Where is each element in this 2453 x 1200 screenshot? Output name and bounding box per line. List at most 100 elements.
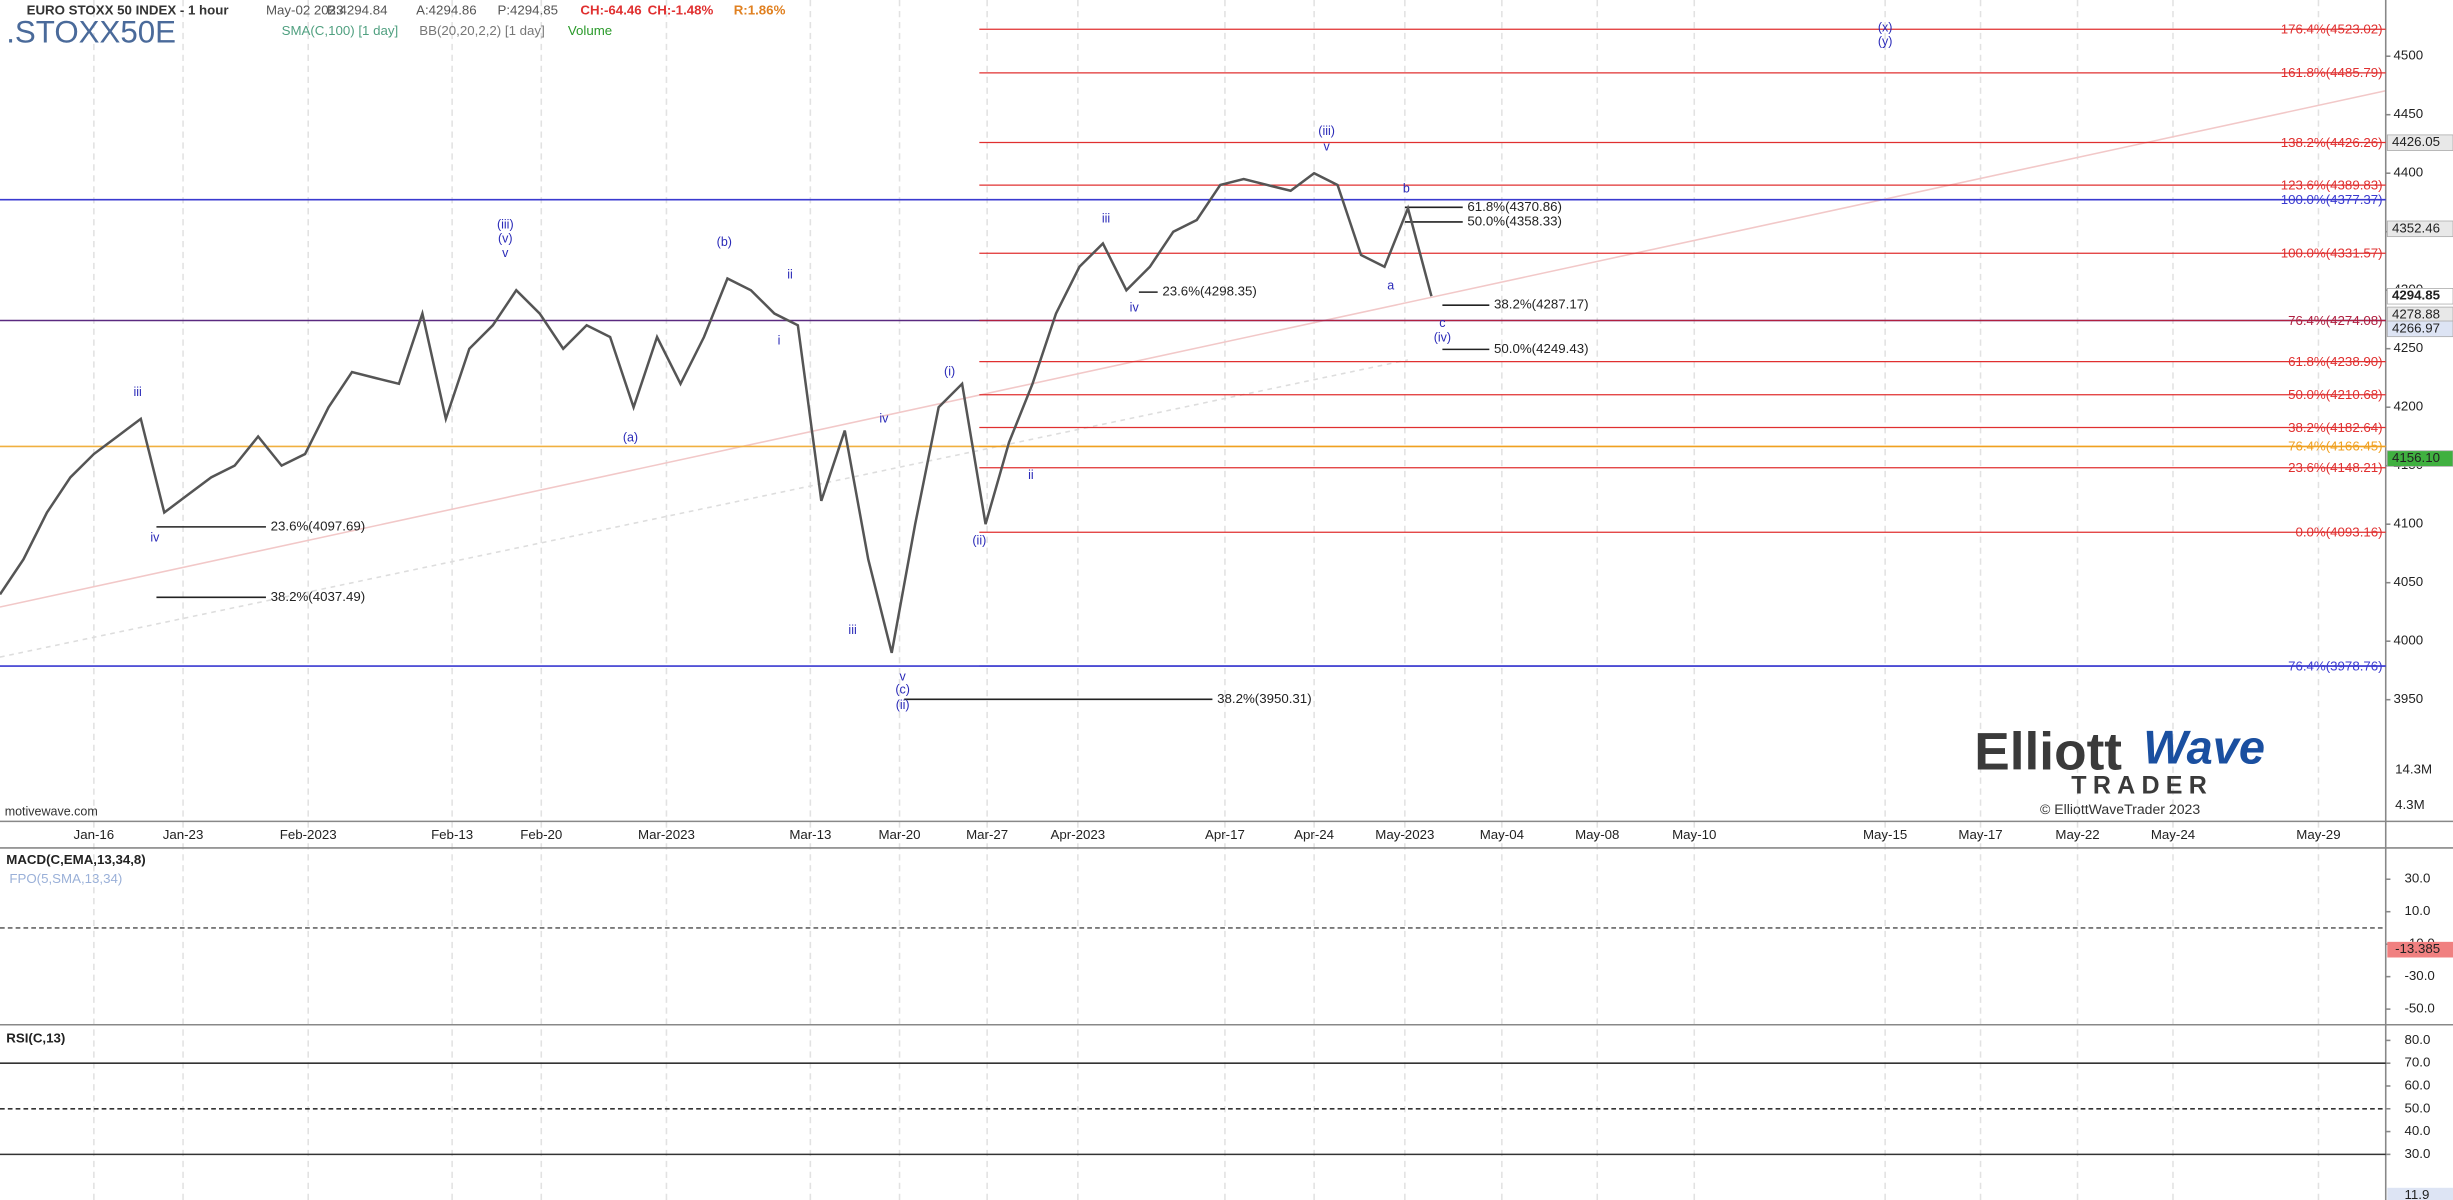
fib-label: 176.4%(4523.02) bbox=[2281, 22, 2383, 37]
retracement-label: 38.2%(4287.17) bbox=[1494, 297, 1589, 312]
retracement-label: 23.6%(4097.69) bbox=[271, 518, 366, 533]
y-tick-label: 40.0 bbox=[2405, 1123, 2431, 1138]
wave-label: iii bbox=[133, 385, 141, 399]
price-box-label: 4426.05 bbox=[2392, 134, 2440, 149]
y-tick-label: 4250 bbox=[2394, 340, 2424, 355]
quote: CH:-64.46 bbox=[580, 3, 641, 18]
wave-label: iv bbox=[1130, 301, 1140, 315]
wave-label: (i) bbox=[944, 365, 955, 379]
price-box-label: 4294.85 bbox=[2392, 288, 2441, 303]
y-tick-label: 10.0 bbox=[2405, 903, 2431, 918]
wave-label: (iv) bbox=[1434, 330, 1451, 344]
macd-title: MACD(C,EMA,13,34,8) bbox=[6, 852, 145, 867]
fib-label: 76.4%(3978.76) bbox=[2288, 658, 2383, 673]
fib-label: 138.2%(4426.26) bbox=[2281, 135, 2383, 150]
x-tick-label: Jan-23 bbox=[163, 827, 204, 842]
x-tick-label: Feb-2023 bbox=[280, 827, 337, 842]
x-tick-label: May-10 bbox=[1672, 827, 1716, 842]
logo: Wave bbox=[2143, 721, 2265, 773]
x-tick-label: May-2023 bbox=[1375, 827, 1434, 842]
wave-label: (iii) bbox=[497, 218, 514, 232]
retracement-label: 38.2%(3950.31) bbox=[1217, 691, 1312, 706]
y-tick-label: 4500 bbox=[2394, 48, 2424, 63]
quote: A:4294.86 bbox=[416, 3, 477, 18]
rsi-title: RSI(C,13) bbox=[6, 1030, 65, 1045]
x-tick-label: May-15 bbox=[1863, 827, 1907, 842]
y-tick-label: 30.0 bbox=[2405, 871, 2431, 886]
price-box-label: 4266.97 bbox=[2392, 320, 2440, 335]
y-tick-label: 4000 bbox=[2394, 633, 2424, 648]
quote: B:4294.84 bbox=[327, 3, 388, 18]
x-tick-label: Feb-20 bbox=[520, 827, 562, 842]
price-box-label: 4156.10 bbox=[2392, 450, 2440, 465]
price-box-label: 4352.46 bbox=[2392, 220, 2440, 235]
symbol: .STOXX50E bbox=[6, 15, 176, 50]
y-tick-label: 80.0 bbox=[2405, 1032, 2431, 1047]
y-tick-label: -50.0 bbox=[2405, 1001, 2435, 1016]
current-box bbox=[2387, 1187, 2453, 1200]
y-tick-label: 30.0 bbox=[2405, 1146, 2431, 1161]
x-tick-label: Apr-24 bbox=[1294, 827, 1334, 842]
x-tick-label: May-17 bbox=[1958, 827, 2002, 842]
x-tick-label: Apr-2023 bbox=[1051, 827, 1106, 842]
y-tick-label: 3950 bbox=[2394, 691, 2424, 706]
quote: R:1.86% bbox=[734, 3, 786, 18]
quote: May-02 2023 bbox=[266, 3, 344, 18]
wave-label: c bbox=[1439, 316, 1445, 330]
wave-label: a bbox=[1387, 279, 1394, 293]
wave-label: v bbox=[1323, 139, 1330, 153]
y-tick-label: 60.0 bbox=[2405, 1078, 2431, 1093]
x-tick-label: May-29 bbox=[2296, 827, 2340, 842]
fib-label: 38.2%(4182.64) bbox=[2288, 420, 2383, 435]
wave-label: ii bbox=[1028, 468, 1034, 482]
wave-label: i bbox=[778, 333, 781, 347]
retracement-label: 50.0%(4249.43) bbox=[1494, 341, 1589, 356]
y-tick-label: 4100 bbox=[2394, 516, 2424, 531]
x-tick-label: Mar-20 bbox=[878, 827, 920, 842]
fib-label: 61.8%(4238.90) bbox=[2288, 354, 2383, 369]
source: motivewave.com bbox=[5, 804, 98, 818]
fib-label: 50.0%(4210.68) bbox=[2288, 387, 2383, 402]
x-tick-label: May-04 bbox=[1480, 827, 1524, 842]
macd-subtitle: FPO(5,SMA,13,34) bbox=[9, 871, 122, 886]
trend-line bbox=[0, 90, 2386, 608]
y-tick-label: -30.0 bbox=[2405, 968, 2435, 983]
fib-label: 76.4%(4274.08) bbox=[2288, 313, 2383, 328]
y-tick-label: 70.0 bbox=[2405, 1055, 2431, 1070]
wave-label: ii bbox=[787, 268, 793, 282]
wave-label: b bbox=[1403, 182, 1410, 196]
price-line bbox=[0, 171, 1433, 654]
volume-label: 4.3M bbox=[2395, 797, 2425, 812]
fib-label: 100.0%(4331.57) bbox=[2281, 246, 2383, 261]
wave-label: (b) bbox=[717, 235, 732, 249]
wave-label: (a) bbox=[623, 430, 638, 444]
current-label: 11.9 bbox=[2405, 1187, 2430, 1200]
price-box bbox=[2386, 134, 2453, 151]
logo: Elliott bbox=[1974, 723, 2122, 782]
wave-label: (iii) bbox=[1318, 124, 1335, 138]
y-tick-label: 4450 bbox=[2394, 106, 2424, 121]
fib-label: 76.4%(4166.45) bbox=[2288, 439, 2383, 454]
x-tick-label: May-22 bbox=[2055, 827, 2099, 842]
price-box bbox=[2386, 320, 2453, 338]
fib-label: 123.6%(4389.83) bbox=[2281, 177, 2383, 192]
indicator: BB(20,20,2,2) [1 day] bbox=[419, 23, 545, 38]
current-label: -13.385 bbox=[2395, 941, 2440, 956]
y-tick-label: 4400 bbox=[2394, 165, 2424, 180]
retracement-label: 50.0%(4358.33) bbox=[1467, 213, 1562, 228]
wave-label: (ii) bbox=[972, 534, 986, 548]
wave-label: v bbox=[502, 246, 509, 260]
quote: P:4294.85 bbox=[497, 3, 558, 18]
indicator: SMA(C,100) [1 day] bbox=[282, 23, 399, 38]
x-tick-label: Jan-16 bbox=[74, 827, 115, 842]
wave-label: iv bbox=[879, 412, 889, 426]
wave-label: (c) bbox=[895, 682, 910, 696]
wave-label: (x) bbox=[1878, 21, 1893, 35]
y-tick-label: 4200 bbox=[2394, 399, 2424, 414]
quote: CH:-1.48% bbox=[648, 3, 714, 18]
wave-label: (ii) bbox=[896, 698, 910, 712]
copyright: © ElliottWaveTrader 2023 bbox=[2040, 801, 2200, 817]
wave-label: iv bbox=[150, 531, 160, 545]
